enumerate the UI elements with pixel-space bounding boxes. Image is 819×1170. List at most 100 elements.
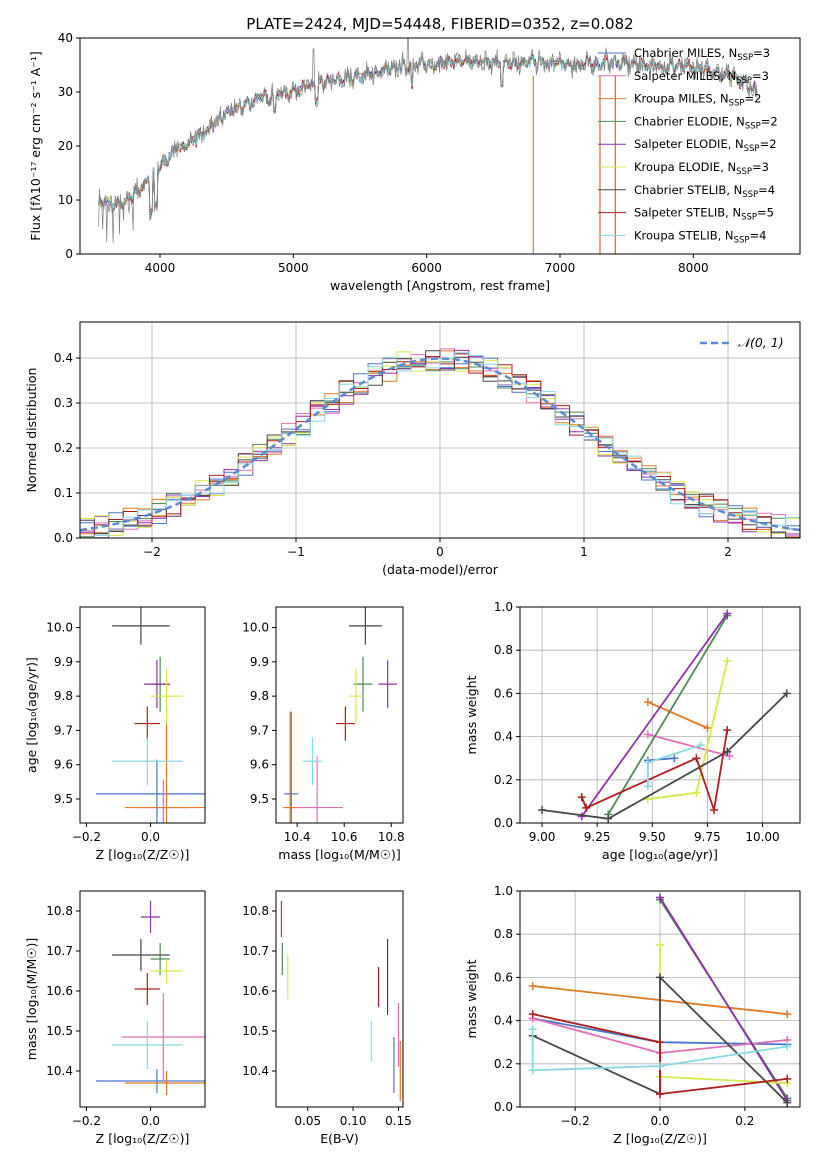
- legend-nssp: =3: [753, 46, 770, 60]
- weight-marker: [577, 812, 586, 821]
- y-tick-label: 10.7: [46, 944, 73, 958]
- x-axis-label: age [log₁₀(age/yr)]: [602, 847, 718, 862]
- legend-entry: Chabrier STELIB, NSSP=4: [634, 183, 775, 200]
- x-tick-label: −0.2: [561, 1114, 590, 1128]
- y-tick-label: 9.7: [250, 723, 269, 737]
- plot-area-spectrum: [98, 38, 758, 254]
- legend-nssp: =3: [752, 160, 769, 174]
- panel-mass_vs_Z: −0.2 0.0 10.4 10.5 10.6 10.7 10.8 Z [log₁₀(Z/Z☉…: [24, 890, 206, 1146]
- panel-residuals: −2 −1 0 1 2 0.0 0.1 0.2 0.3 0.4 (data-model)/error…: [24, 321, 801, 577]
- y-tick-label: 20: [58, 139, 73, 153]
- weight-series-line: [541, 692, 788, 820]
- x-tick-label: 8000: [678, 261, 709, 275]
- weight-marker: [528, 1025, 537, 1034]
- x-tick-label: 0.2: [735, 1114, 754, 1128]
- y-tick-label: 10.0: [242, 621, 269, 635]
- axes-frame: [79, 890, 206, 1108]
- weight-series-line: [532, 975, 788, 1104]
- frame-weight_vs_age: 9.00 9.25 9.50 9.75 10.00 0.0 0.2 0.4 0.6 0.8 1.0 a…: [464, 600, 801, 862]
- y-tick-label: 9.5: [250, 792, 269, 806]
- y-tick-label: 0.2: [54, 441, 73, 455]
- y-axis-label: mass [log₁₀(M/M☉)]: [24, 938, 39, 1060]
- plot-area-mass_vs_ebv: [280, 901, 401, 1101]
- weight-marker: [723, 747, 732, 756]
- plot-area-weight_vs_age: [538, 609, 791, 823]
- weight-marker: [528, 1066, 537, 1075]
- frame-mass_vs_ebv: 0.05 0.10 0.15 10.4 10.5 10.6 10.7 10.8 E(B-V): [242, 890, 412, 1146]
- frame-weight_vs_Z: −0.2 0.0 0.2 0.0 0.2 0.4 0.6 0.8 1.0 Z [log₁₀(Z/Z…: [464, 884, 801, 1146]
- weight-marker: [538, 806, 547, 815]
- y-tick-label: 0: [65, 247, 73, 261]
- legend-entry: Kroupa ELODIE, NSSP=3: [634, 160, 769, 177]
- y-tick-label: 0.2: [494, 1057, 513, 1071]
- weight-marker: [656, 1038, 664, 1047]
- weight-series-line: [647, 733, 730, 757]
- panel-weight_vs_age: 9.00 9.25 9.50 9.75 10.00 0.0 0.2 0.4 0.6 0.8 1.0 a…: [464, 600, 801, 862]
- weight-series-line: [647, 757, 675, 762]
- weight-marker: [670, 754, 679, 763]
- y-tick-label: 9.9: [54, 655, 73, 669]
- y-tick-label: 10.8: [242, 904, 269, 918]
- y-tick-label: 40: [58, 31, 73, 45]
- legend-subscript: SSP: [737, 53, 753, 63]
- y-tick-label: 0.1: [54, 486, 73, 500]
- legend-entry: Salpeter ELODIE, NSSP=2: [634, 137, 777, 154]
- normal-reference-curve: [80, 357, 800, 532]
- plot-area-age_vs_Z: [96, 607, 205, 823]
- legend-entry: Chabrier ELODIE, NSSP=2: [634, 114, 778, 131]
- x-tick-label: −1: [287, 545, 305, 559]
- y-tick-label: 0.6: [494, 686, 513, 700]
- legend-subscript: SSP: [734, 235, 750, 245]
- y-tick-label: 10.5: [46, 1024, 73, 1038]
- weight-marker: [783, 1010, 792, 1019]
- x-tick-label: 9.00: [529, 830, 556, 844]
- frame-spectrum: 4000 5000 6000 7000 8000 0 10 20 30 40 wavelength …: [28, 31, 801, 293]
- weight-marker: [725, 752, 734, 761]
- y-axis-label: Normed distribution: [24, 368, 39, 493]
- weight-marker: [692, 788, 701, 797]
- weight-marker: [703, 723, 712, 732]
- frame-age_vs_mass: 10.4 10.6 10.8 9.5 9.6 9.7 9.8 9.9 10.0 mass [log…: [242, 606, 405, 862]
- x-tick-label: 0.0: [141, 1114, 160, 1128]
- weight-marker: [783, 1042, 792, 1051]
- legend-subscript: SSP: [729, 99, 745, 109]
- x-axis-label: Z [log₁₀(Z/Z☉)]: [96, 847, 190, 862]
- weight-marker: [656, 1061, 664, 1070]
- legend-entry: Kroupa STELIB, NSSP=4: [634, 228, 766, 245]
- y-tick-label: 10.4: [46, 1064, 73, 1078]
- x-tick-label: 4000: [145, 261, 176, 275]
- x-axis-label: E(B-V): [320, 1131, 359, 1146]
- y-axis-label: Flux [fλ10⁻¹⁷ erg cm⁻² s⁻¹ A⁻¹]: [28, 51, 43, 240]
- weight-marker: [783, 1098, 792, 1107]
- weight-marker: [723, 657, 732, 665]
- weight-marker: [656, 973, 664, 982]
- legend-nssp: =5: [757, 206, 774, 220]
- x-tick-label: 7000: [545, 261, 576, 275]
- y-tick-label: 9.6: [250, 758, 269, 772]
- plot-area-mass_vs_Z: [96, 901, 205, 1095]
- legend-nssp: =2: [744, 92, 761, 106]
- x-tick-label: 2: [724, 545, 732, 559]
- legend-nssp: =3: [752, 69, 769, 83]
- panel-spectrum: 4000 5000 6000 7000 8000 0 10 20 30 40 wavelength …: [28, 31, 801, 293]
- panel-weight_vs_Z: −0.2 0.0 0.2 0.0 0.2 0.4 0.6 0.8 1.0 Z [log₁₀(Z/Z…: [464, 884, 801, 1146]
- y-tick-label: 0.4: [494, 730, 513, 744]
- x-tick-label: 0.10: [340, 1114, 367, 1128]
- x-axis-label: Z [log₁₀(Z/Z☉)]: [613, 1131, 707, 1146]
- x-tick-label: 0.15: [385, 1114, 412, 1128]
- weight-marker: [656, 941, 664, 949]
- legend-subscript: SSP: [736, 167, 752, 177]
- x-tick-label: 0.0: [141, 830, 160, 844]
- weight-marker: [577, 793, 586, 802]
- panel-age_vs_Z: −0.2 0.0 9.5 9.6 9.7 9.8 9.9 10.0 Z [log₁₀(Z/Z☉)…: [24, 606, 206, 862]
- y-tick-label: 1.0: [494, 600, 513, 614]
- x-tick-label: −0.2: [72, 830, 101, 844]
- observed-spectrum-line: [98, 38, 758, 244]
- y-tick-label: 0.8: [494, 927, 513, 941]
- axes-frame: [79, 606, 206, 824]
- y-axis-label: age [log₁₀(age/yr)]: [24, 657, 39, 773]
- y-tick-label: 0.0: [54, 531, 73, 545]
- y-tick-label: 0.8: [494, 643, 513, 657]
- legend-subscript: SSP: [736, 76, 752, 86]
